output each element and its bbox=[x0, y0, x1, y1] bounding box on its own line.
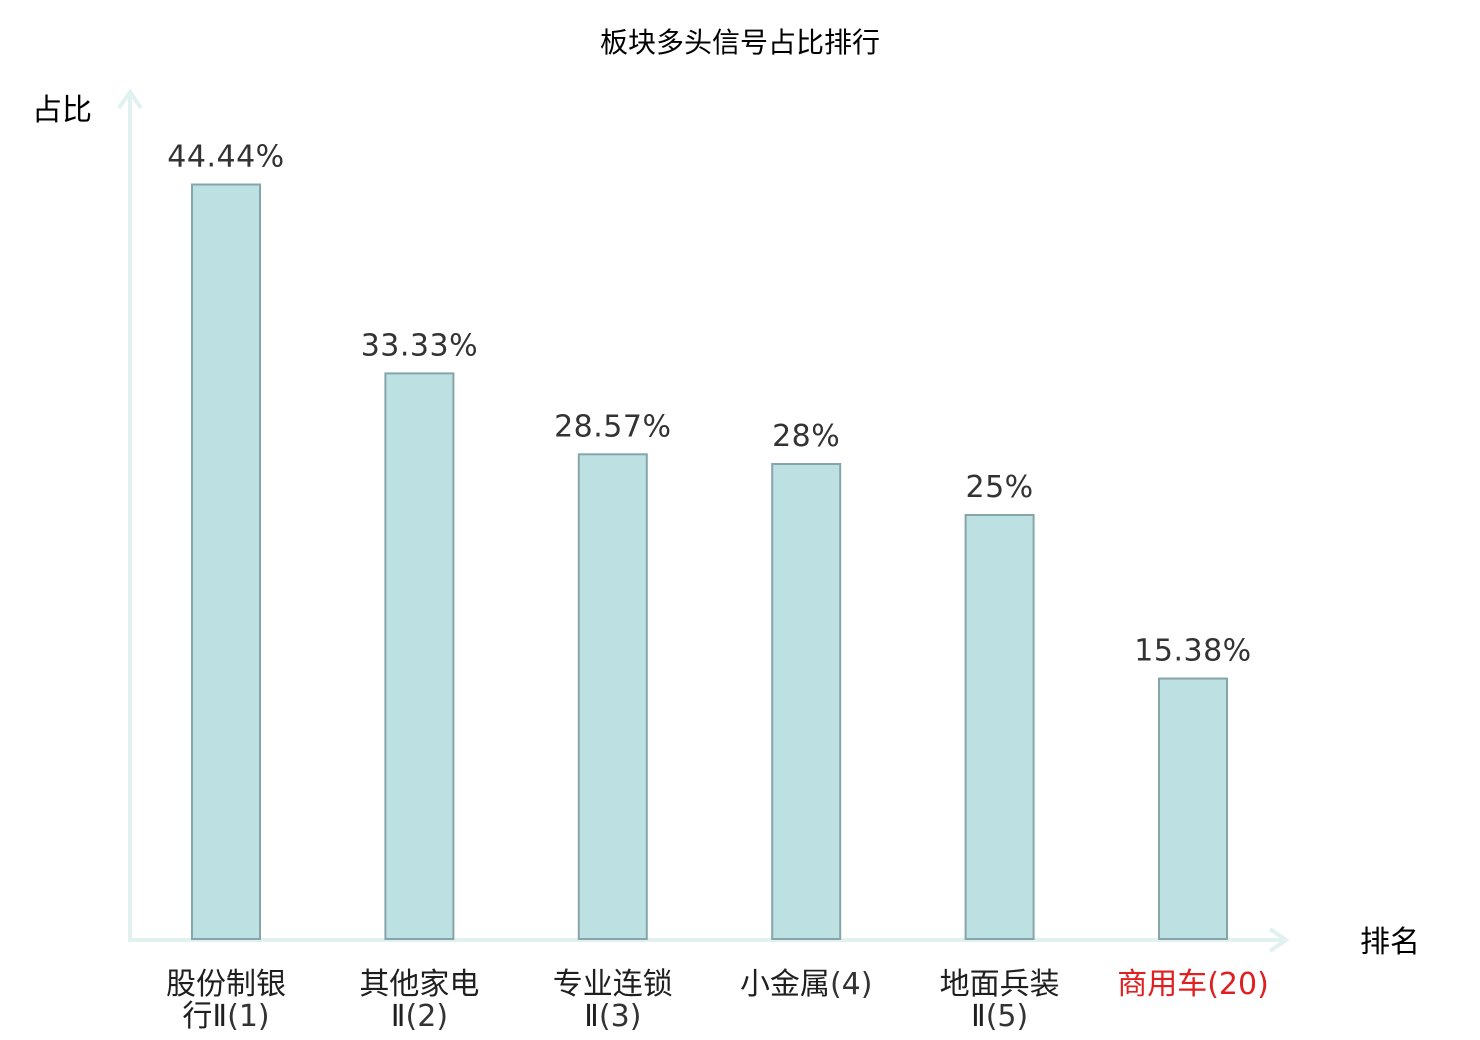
value-label-6: 15.38% bbox=[1134, 634, 1251, 669]
y-axis-title: 占比 bbox=[32, 93, 92, 128]
value-label-4: 28% bbox=[772, 419, 840, 454]
category-label-3: 专业连锁 Ⅱ(3) bbox=[553, 967, 673, 1034]
category-label-2: 其他家电 Ⅱ(2) bbox=[359, 967, 479, 1034]
x-axis-arrow bbox=[1268, 927, 1290, 953]
bars-group bbox=[191, 183, 1228, 940]
value-label-2: 33.33% bbox=[361, 328, 478, 363]
chart-title: 板块多头信号占比排行 bbox=[600, 26, 880, 59]
bar-6 bbox=[1158, 677, 1228, 940]
y-axis-arrow bbox=[117, 88, 143, 110]
bar-4 bbox=[771, 463, 842, 940]
value-labels-group: 44.44% 33.33% 28.57% 28% 25% 15.38% bbox=[167, 140, 1251, 669]
category-label-5: 地面兵装 Ⅱ(5) bbox=[940, 967, 1060, 1034]
bar-1 bbox=[191, 183, 261, 940]
category-labels-group: 股份制银行Ⅱ(1) 其他家电 Ⅱ(2) 专业连锁 Ⅱ(3) 小金属(4) 地面兵装 Ⅱ(5) 商… bbox=[166, 967, 1269, 1034]
bar-2 bbox=[384, 372, 455, 940]
category-label-4: 小金属(4) bbox=[740, 967, 873, 1002]
bar-5 bbox=[964, 514, 1035, 940]
value-label-5: 25% bbox=[966, 470, 1034, 505]
category-label-1: 股份制银行Ⅱ(1) bbox=[166, 967, 286, 1034]
bar-3 bbox=[577, 453, 648, 940]
value-label-3: 28.57% bbox=[554, 409, 671, 444]
x-axis-title: 排名 bbox=[1360, 925, 1420, 960]
category-label-6: 商用车(20) bbox=[1117, 967, 1269, 1002]
value-label-1: 44.44% bbox=[167, 140, 284, 175]
